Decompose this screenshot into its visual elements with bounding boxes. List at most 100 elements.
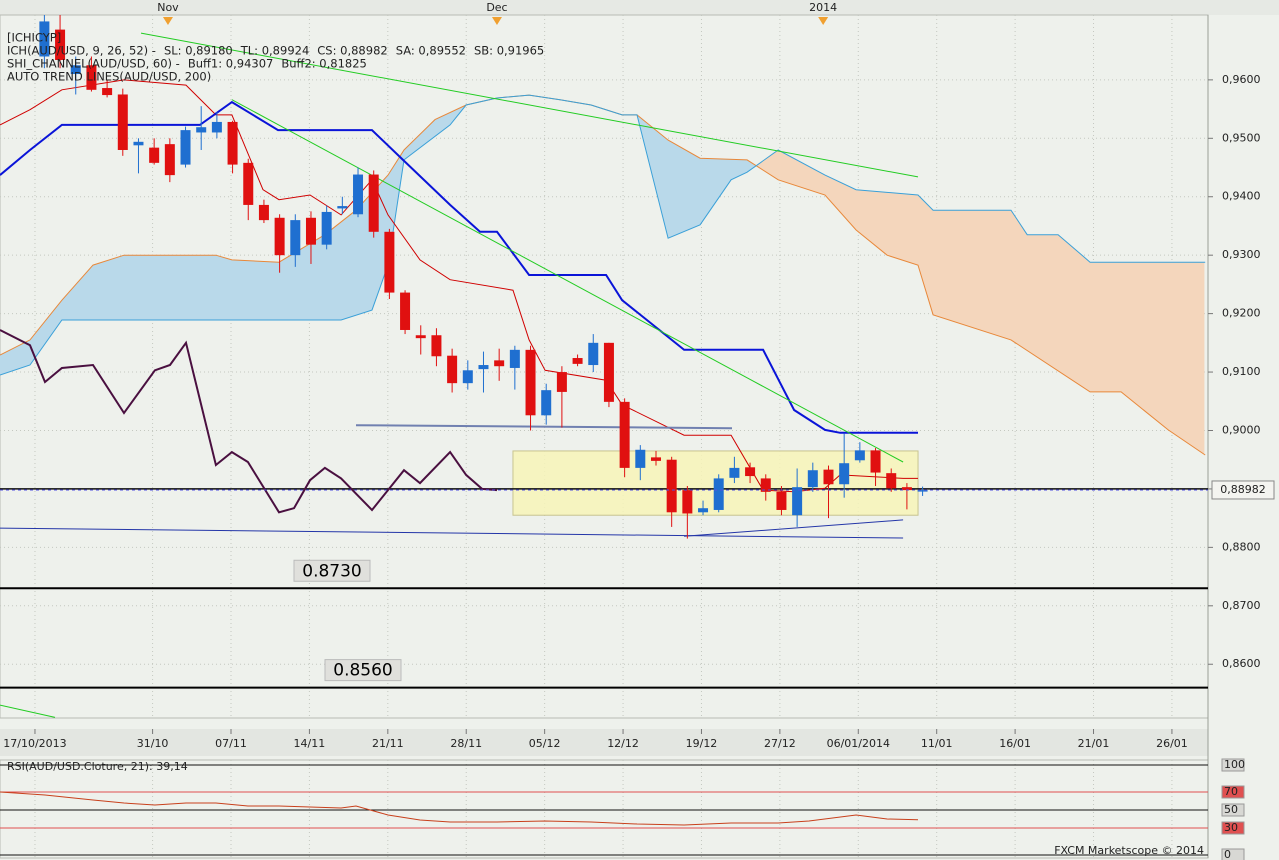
candle-body bbox=[588, 342, 599, 366]
legend: [ICHICYP]ICH(AUD/USD, 9, 26, 52) - SL: 0,… bbox=[7, 31, 544, 84]
top-marker-label: Nov bbox=[157, 1, 179, 14]
rsi-plot bbox=[0, 760, 1208, 858]
candle-body bbox=[102, 88, 113, 96]
candle-body bbox=[447, 355, 458, 384]
level-label-box bbox=[293, 559, 371, 582]
indicator-line bbox=[355, 424, 733, 430]
x-tick-label: 11/01 bbox=[921, 737, 953, 750]
legend-entry: ICH(AUD/USD, 9, 26, 52) - bbox=[7, 44, 156, 58]
x-tick-label: 05/12 bbox=[529, 737, 561, 750]
y-tick-label: 0,8600 bbox=[1222, 657, 1261, 670]
candle-body bbox=[886, 473, 897, 489]
x-tick-label: 16/01 bbox=[999, 737, 1031, 750]
candle-body bbox=[415, 335, 426, 339]
candle-body bbox=[698, 508, 709, 513]
candle-body bbox=[666, 459, 677, 513]
candle-body bbox=[55, 29, 66, 60]
y-tick-box bbox=[1221, 785, 1245, 799]
candle-body bbox=[149, 147, 160, 163]
legend-entry: AUTO TREND LINES(AUD/USD, 200) bbox=[7, 70, 211, 84]
candle-body bbox=[745, 467, 756, 477]
top-marker bbox=[162, 17, 173, 25]
candle-body bbox=[164, 144, 175, 176]
legend-entry: SB: 0,91965 bbox=[474, 44, 544, 58]
candle-body bbox=[211, 121, 222, 133]
y-tick-box bbox=[1221, 803, 1245, 817]
y-tick-box bbox=[1221, 848, 1245, 860]
x-tick-label: 26/01 bbox=[1156, 737, 1188, 750]
top-marker bbox=[818, 17, 829, 25]
indicator-line bbox=[0, 329, 498, 514]
top-strip bbox=[0, 0, 1279, 15]
candle-body bbox=[823, 469, 834, 485]
candle-body bbox=[619, 401, 630, 468]
current-price-box bbox=[1211, 480, 1275, 500]
candle-body bbox=[509, 349, 520, 368]
indicator-line bbox=[0, 79, 918, 493]
candle-body bbox=[792, 487, 803, 516]
indicator-line bbox=[0, 704, 56, 718]
level-label-box bbox=[324, 659, 402, 682]
y-tick-box bbox=[1221, 821, 1245, 835]
candle-body bbox=[635, 449, 646, 468]
x-tick-label: 06/01/2014 bbox=[827, 737, 890, 750]
rsi-title: RSI(AUD/USD.Cloture, 21): 39,14 bbox=[7, 760, 188, 773]
candle-body bbox=[839, 463, 850, 485]
cloud-fill bbox=[0, 95, 758, 375]
current-price-label: 0,88982 bbox=[1220, 483, 1266, 496]
candle-body bbox=[541, 390, 552, 416]
y-tick-label: 0,9400 bbox=[1222, 190, 1261, 203]
candle-body bbox=[117, 94, 128, 150]
candle-body bbox=[290, 220, 301, 256]
legend-entry: SHI_CHANNEL(AUD/USD, 60) - bbox=[7, 57, 180, 71]
candle-body bbox=[556, 372, 567, 392]
y-tick-label: 0 bbox=[1224, 848, 1231, 860]
candle-body bbox=[682, 490, 693, 514]
y-tick-label: 100 bbox=[1224, 758, 1245, 771]
footer: FXCM Marketscope © 2014 bbox=[1054, 844, 1204, 857]
level-label: 0.8730 bbox=[302, 561, 361, 581]
axes: 0,9600 0,9500 0,9400 0,9300 0,9200 0,9100 0,90… bbox=[3, 1, 1275, 860]
indicator-line bbox=[231, 99, 904, 463]
candle-body bbox=[70, 65, 81, 75]
candle-body bbox=[274, 217, 285, 256]
x-tick-label: 07/11 bbox=[215, 737, 247, 750]
candle-body bbox=[870, 450, 881, 473]
y-tick-label: 0,9500 bbox=[1222, 131, 1261, 144]
legend-title: [ICHICYP] bbox=[7, 31, 61, 45]
x-tick-label: 21/01 bbox=[1078, 737, 1110, 750]
y-tick-label: 0,9300 bbox=[1222, 248, 1261, 261]
candle-body bbox=[901, 487, 912, 491]
x-tick-label: 27/12 bbox=[764, 737, 796, 750]
x-tick-label: 21/11 bbox=[372, 737, 404, 750]
y-tick-label: 0,9200 bbox=[1222, 307, 1261, 320]
candle-body bbox=[917, 490, 928, 492]
candle-body bbox=[305, 217, 316, 245]
legend-entry: CS: 0,88982 bbox=[317, 44, 387, 58]
candle-body bbox=[478, 365, 489, 370]
main-plot: 0.8730 0.8560 bbox=[0, 15, 1208, 718]
rsi-line bbox=[0, 791, 919, 826]
cloud-fill bbox=[757, 150, 1205, 455]
y-tick-label: 0,9600 bbox=[1222, 73, 1261, 86]
candle-body bbox=[353, 174, 364, 215]
candle-body bbox=[180, 130, 191, 165]
candle-body bbox=[525, 349, 536, 416]
candle-body bbox=[760, 478, 771, 492]
legend-entry: TL: 0,89924 bbox=[240, 44, 310, 58]
x-tick-label: 14/11 bbox=[294, 737, 326, 750]
candle-body bbox=[368, 174, 379, 232]
candle-body bbox=[431, 335, 442, 357]
y-tick-label: 0,9100 bbox=[1222, 365, 1261, 378]
candle-body bbox=[462, 370, 473, 384]
legend-entry: Buff2: 0,81825 bbox=[281, 57, 367, 71]
level-label: 0.8560 bbox=[333, 661, 392, 681]
candle-body bbox=[86, 65, 97, 90]
candle-body bbox=[603, 342, 614, 402]
x-tick-label: 12/12 bbox=[607, 737, 639, 750]
y-tick-box bbox=[1221, 758, 1245, 772]
candle-body bbox=[384, 231, 395, 293]
candle-body bbox=[807, 470, 818, 488]
